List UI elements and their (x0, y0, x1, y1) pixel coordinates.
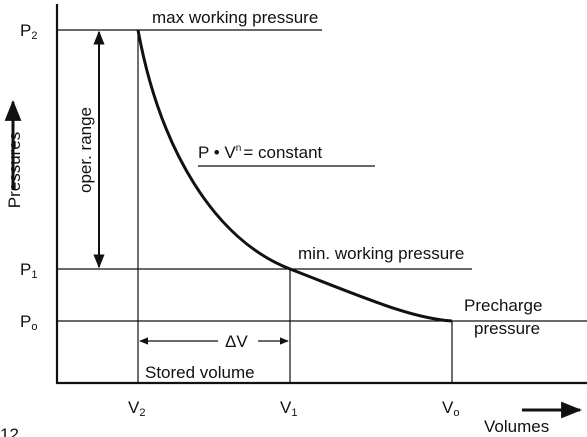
min-label: min. working pressure (298, 244, 464, 263)
v-label: V2 (128, 398, 145, 419)
law-label: P • Vn = constant (198, 143, 323, 162)
precharge-label: Precharge (464, 296, 542, 315)
p-label: P2 (20, 21, 37, 42)
x-axis-label: Volumes (484, 417, 549, 436)
y-axis-label: Pressures (5, 132, 24, 209)
max-label: max working pressure (152, 8, 318, 27)
isentrope-curve (136, 29, 453, 323)
stored-label: Stored volume (145, 363, 255, 382)
delta-label: ΔV (225, 332, 248, 351)
p-label: Po (20, 312, 37, 333)
v-label: V1 (280, 398, 297, 419)
p-label: P1 (20, 260, 37, 281)
v-label: Vo (442, 398, 459, 419)
figure-number: 12 (0, 425, 19, 437)
precharge-label: pressure (474, 319, 540, 338)
range-label: oper. range (76, 107, 95, 193)
